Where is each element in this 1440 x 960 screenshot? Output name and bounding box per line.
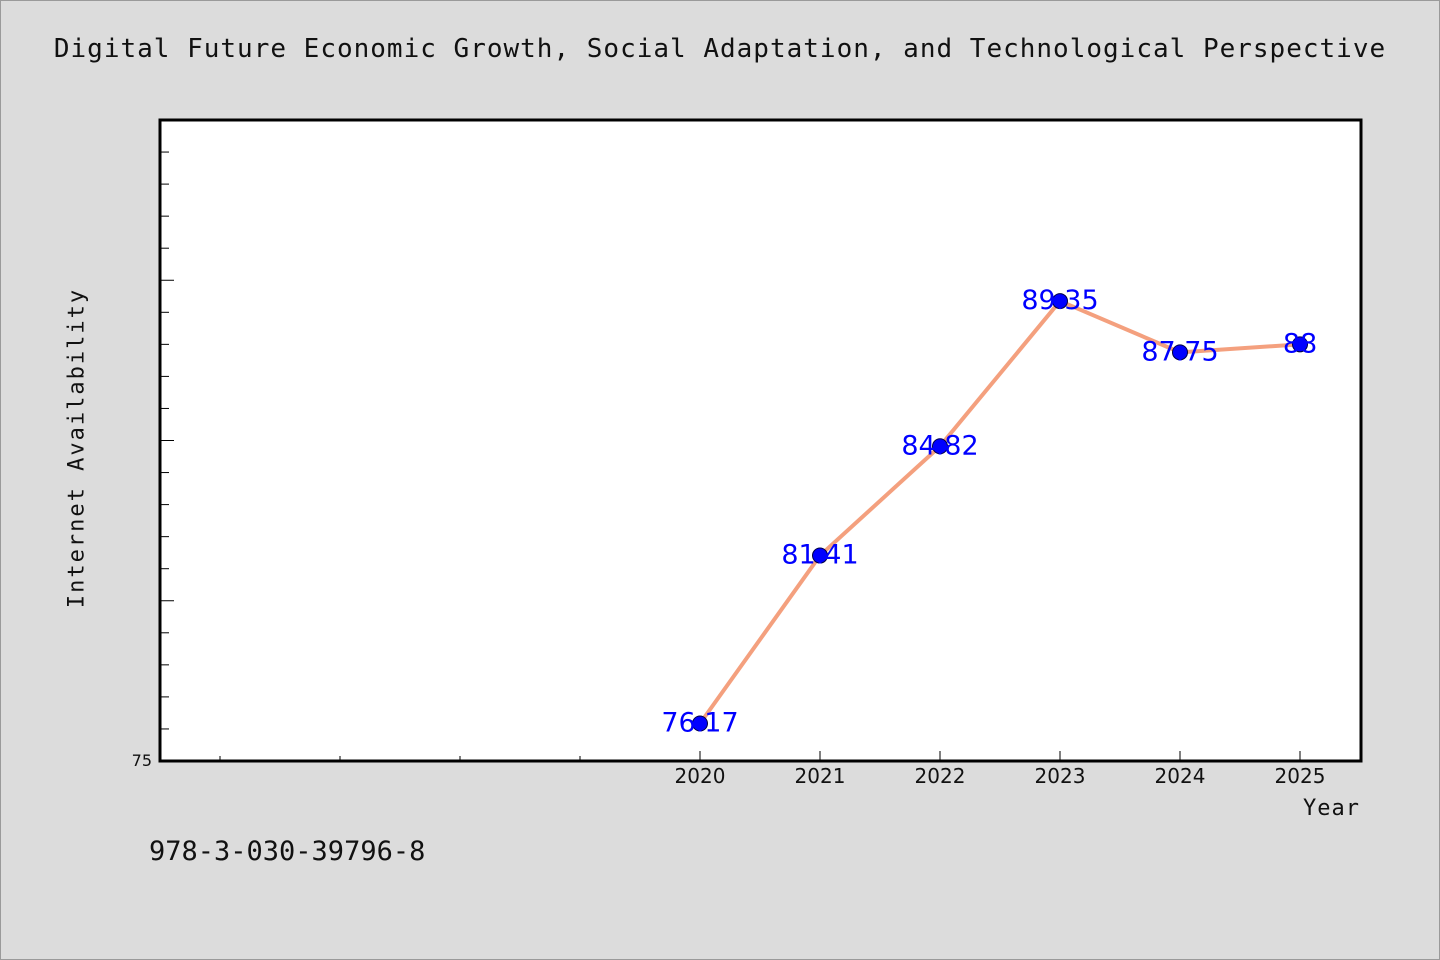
data-label: 81.41 bbox=[781, 540, 858, 571]
data-point bbox=[1052, 293, 1068, 310]
x-axis-ticks: 2020 2021 2022 2023 2024 2025 bbox=[219, 751, 1326, 788]
data-label-group: 76.17 81.41 84.82 89.35 87.75 88 bbox=[661, 285, 1317, 738]
data-point bbox=[1172, 344, 1188, 361]
x-tick-label: 2020 bbox=[675, 764, 726, 788]
plot-area bbox=[158, 118, 1363, 763]
x-tick-label: 2022 bbox=[915, 764, 966, 788]
chart-title: Digital Future Economic Growth, Social A… bbox=[53, 34, 1387, 64]
data-point bbox=[1292, 336, 1308, 353]
x-axis-label: Year bbox=[1303, 796, 1360, 821]
data-point bbox=[932, 438, 948, 455]
data-label: 76.17 bbox=[661, 708, 738, 739]
data-label: 87.75 bbox=[1141, 336, 1218, 367]
series-line-group bbox=[692, 293, 1308, 732]
x-tick-label: 2025 bbox=[1275, 764, 1326, 788]
y-axis-label: Internet Availability bbox=[64, 287, 90, 609]
isbn-text: 978-3-030-39796-8 bbox=[149, 836, 426, 867]
data-label: 89.35 bbox=[1021, 285, 1098, 316]
data-point bbox=[812, 547, 828, 564]
series-line bbox=[698, 299, 1301, 725]
y-tick-label: 75 bbox=[132, 751, 152, 770]
x-tick-label: 2021 bbox=[795, 764, 846, 788]
data-point bbox=[692, 715, 708, 732]
y-axis-ticks: 75 bbox=[132, 151, 174, 770]
x-tick-label: 2024 bbox=[1155, 764, 1206, 788]
data-label: 84.82 bbox=[901, 430, 978, 461]
data-label: 88 bbox=[1283, 328, 1317, 359]
x-tick-label: 2023 bbox=[1035, 764, 1086, 788]
